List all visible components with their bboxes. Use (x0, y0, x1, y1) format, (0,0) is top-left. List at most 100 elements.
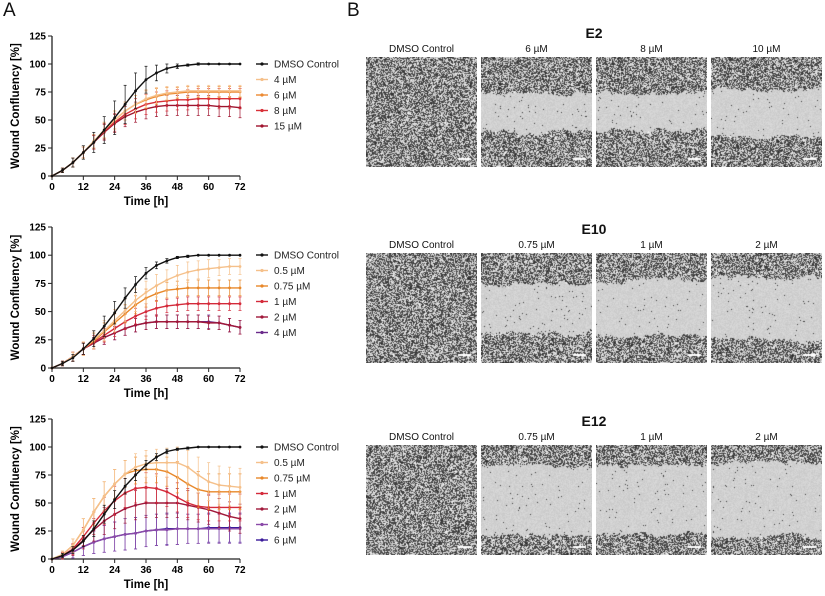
chart-1: 0 25 50 75 100 125 0 12 24 36 48 60 72 Time [h] Wound … (10, 32, 339, 209)
x-tick-label: 12 (78, 565, 90, 576)
series-0 (50, 445, 242, 561)
x-tick-label: 48 (172, 374, 184, 385)
data-point (102, 512, 106, 516)
legend-marker (260, 507, 264, 511)
data-point (238, 89, 242, 93)
data-point (186, 302, 190, 306)
data-point (102, 537, 106, 541)
x-tick-label: 72 (234, 565, 246, 576)
data-point (175, 98, 179, 102)
wound-micrograph (366, 445, 477, 555)
data-point (144, 501, 148, 505)
data-point (196, 527, 200, 531)
data-point (144, 485, 148, 489)
y-tick-label: 125 (29, 415, 46, 426)
micrograph-column-label: 1 µM (640, 240, 663, 251)
data-point (92, 540, 96, 544)
micrograph-column-label: 0.75 µM (518, 240, 555, 251)
panel-label-b: B (347, 0, 360, 21)
y-axis-label: Wound Confluency [%] (10, 426, 22, 552)
data-point (134, 323, 137, 327)
data-point (102, 128, 106, 132)
legend-label: 1 µM (274, 297, 296, 308)
series-0 (50, 253, 242, 370)
legend: DMSO Control 0.5 µM 0.75 µM 1 µM 2 µM 4 µM 6 µ… (256, 443, 339, 547)
data-point (196, 253, 200, 257)
data-point (165, 91, 169, 95)
data-point (175, 461, 179, 465)
data-point (186, 63, 190, 67)
data-point (175, 496, 179, 499)
data-point (186, 270, 190, 274)
legend-marker (260, 93, 264, 97)
wound-micrograph (596, 445, 707, 555)
legend-label: 2 µM (274, 313, 296, 324)
x-axis-label: Time [h] (124, 579, 169, 591)
data-point (238, 445, 242, 449)
x-tick-label: 72 (234, 374, 246, 385)
series-0 (50, 62, 242, 178)
micrograph-column-label: 2 µM (755, 432, 778, 443)
legend-label: DMSO Control (274, 60, 339, 71)
data-point (134, 283, 137, 286)
panel-label-a: A (3, 0, 16, 21)
data-point (196, 302, 200, 306)
wound-micrograph (711, 57, 822, 167)
legend-label: 6 µM (274, 536, 296, 547)
data-point (196, 89, 200, 93)
data-point (175, 320, 179, 324)
x-tick-label: 36 (140, 374, 152, 385)
data-point (228, 253, 231, 257)
wound-micrograph (366, 57, 477, 167)
data-point (50, 366, 54, 370)
micrograph-column-label: 1 µM (640, 432, 663, 443)
data-point (113, 311, 117, 315)
data-point (217, 286, 221, 290)
legend-marker (260, 299, 264, 304)
data-point (144, 321, 148, 325)
data-point (155, 455, 158, 459)
y-tick-label: 125 (29, 32, 46, 43)
micrograph-column-label: 0.75 µM (518, 432, 555, 443)
x-tick-label: 60 (203, 182, 215, 193)
data-point (71, 548, 75, 552)
x-tick-label: 12 (78, 182, 90, 193)
data-point (207, 286, 211, 290)
data-point (217, 62, 221, 66)
data-point (217, 89, 221, 93)
y-tick-label: 100 (29, 443, 46, 454)
legend-label: DMSO Control (274, 443, 339, 454)
data-point (238, 325, 242, 329)
wound-micrograph (366, 253, 477, 363)
data-point (165, 320, 169, 324)
data-point (207, 267, 211, 271)
data-point (144, 78, 148, 82)
micrograph-group-title: E10 (581, 221, 607, 237)
legend-marker (260, 330, 264, 335)
y-axis-label: Wound Confluency [%] (10, 235, 22, 361)
micrograph-column-label: DMSO Control (388, 432, 454, 443)
data-point (186, 254, 190, 258)
legend-label: 0.5 µM (274, 458, 305, 469)
wound-micrograph (596, 253, 707, 363)
data-point (113, 116, 117, 120)
data-point (196, 473, 200, 477)
wound-micrograph (481, 445, 592, 555)
data-point (196, 320, 200, 324)
data-point (207, 302, 211, 306)
data-point (196, 268, 200, 272)
wound-micrograph (481, 253, 592, 363)
data-point (155, 320, 158, 324)
wound-micrograph (481, 57, 592, 167)
x-tick-label: 36 (140, 182, 152, 193)
data-point (61, 362, 64, 365)
data-point (102, 494, 106, 498)
data-point (238, 265, 242, 268)
data-point (81, 539, 85, 543)
y-tick-label: 125 (29, 223, 46, 234)
micrograph-column-label: 10 µM (752, 44, 781, 55)
data-point (175, 287, 179, 291)
y-tick-label: 50 (35, 499, 47, 510)
data-point (92, 337, 96, 341)
data-point (134, 314, 137, 318)
